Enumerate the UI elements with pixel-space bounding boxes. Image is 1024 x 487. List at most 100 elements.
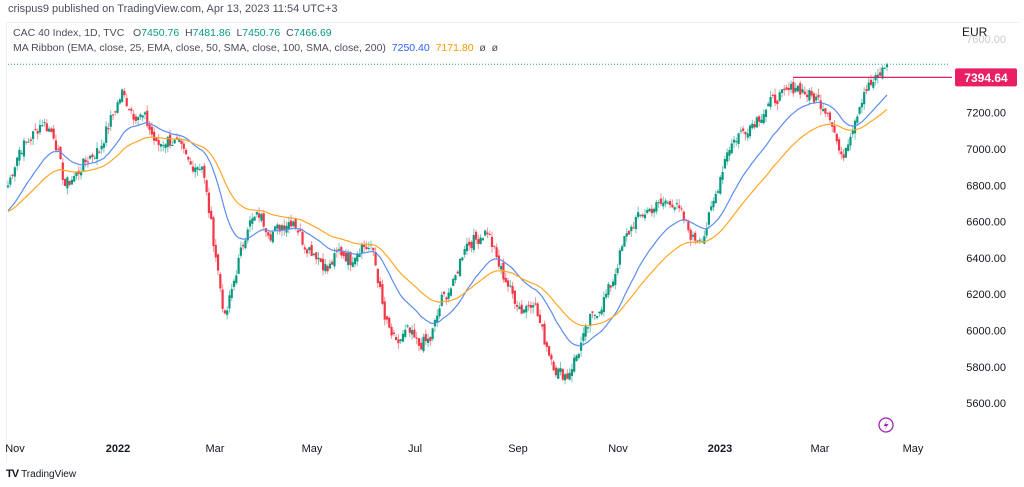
candle-body	[575, 355, 578, 361]
candle-body	[748, 125, 752, 137]
candle	[840, 146, 843, 160]
candle	[616, 263, 619, 276]
candle-body	[123, 91, 126, 96]
candle	[312, 252, 316, 257]
candle-body	[424, 334, 427, 342]
candle	[607, 282, 610, 299]
candle-body	[109, 115, 112, 127]
candle	[618, 248, 621, 270]
y-tick-label: 6000.00	[966, 326, 1006, 338]
candle-body	[100, 145, 103, 150]
lightning-icon[interactable]	[878, 417, 894, 433]
candle-body	[426, 338, 430, 343]
candle-body	[84, 159, 87, 163]
candle	[753, 120, 756, 130]
candle-body	[417, 338, 421, 346]
candle-body	[385, 316, 389, 320]
candle	[301, 228, 304, 247]
x-tick-label: Mar	[811, 443, 830, 455]
candle	[547, 345, 551, 358]
candle-body	[678, 205, 681, 209]
brand-name[interactable]: TradingView	[21, 468, 77, 480]
candle-body	[372, 247, 375, 251]
candle-body	[187, 156, 190, 160]
candle	[230, 283, 233, 302]
candle-body	[694, 232, 697, 241]
candle	[187, 155, 190, 163]
candle-body	[228, 295, 231, 309]
candle	[627, 230, 631, 235]
candle-body	[815, 96, 818, 101]
candle	[584, 323, 587, 342]
candle	[566, 369, 569, 380]
candle	[787, 82, 790, 96]
candle	[264, 227, 268, 238]
candle-body	[221, 289, 224, 309]
candle-body	[27, 141, 30, 143]
candle	[520, 299, 523, 314]
candle	[828, 110, 832, 124]
candle-body	[54, 140, 58, 151]
candle	[41, 120, 44, 127]
candle	[728, 146, 731, 161]
candle-body	[794, 87, 797, 92]
candle	[214, 238, 217, 262]
candle-body	[506, 280, 510, 287]
candle-body	[52, 128, 55, 139]
chart-panel[interactable]	[6, 22, 1019, 463]
candle-body	[9, 177, 12, 185]
candle	[111, 114, 115, 120]
candle-body	[20, 152, 23, 154]
candle	[379, 276, 382, 290]
symbol-label: CAC 40 Index, 1D, TVC	[13, 27, 125, 39]
candle-body	[308, 247, 311, 251]
candle-body	[98, 151, 101, 153]
candle-body	[198, 168, 201, 171]
candle	[57, 144, 60, 152]
candle-body	[493, 245, 496, 247]
candle-body	[851, 129, 854, 135]
candle-body	[239, 247, 242, 256]
candle-body	[194, 167, 197, 173]
candle-body	[849, 136, 852, 146]
candle	[305, 248, 309, 258]
candle	[595, 315, 599, 320]
candle	[127, 108, 131, 111]
open-value: 7450.76	[141, 27, 180, 39]
candle-body	[280, 225, 284, 230]
candle-body	[413, 329, 416, 338]
candle-body	[824, 108, 827, 114]
candle	[86, 156, 90, 168]
candle-body	[66, 177, 69, 189]
candle-body	[422, 336, 425, 352]
candle	[365, 241, 368, 251]
candle-body	[383, 301, 386, 320]
candle	[326, 264, 329, 274]
candle-body	[461, 257, 464, 261]
candle	[705, 222, 708, 239]
candle	[609, 285, 612, 292]
candle	[639, 214, 642, 218]
candle-body	[739, 130, 742, 132]
candle-body	[728, 150, 731, 156]
candle-body	[301, 231, 304, 245]
candle	[34, 123, 37, 132]
candle-body	[577, 353, 580, 358]
candle	[376, 267, 379, 288]
candle	[646, 207, 649, 215]
candle	[203, 162, 206, 184]
candle-body	[262, 213, 265, 227]
candle-body	[429, 337, 432, 341]
candle-body	[258, 213, 261, 218]
candle	[732, 135, 736, 149]
candle-body	[689, 229, 692, 240]
candle	[637, 206, 640, 220]
candle-body	[579, 342, 583, 351]
y-tick-label: 7000.00	[966, 144, 1006, 156]
candle	[557, 367, 560, 379]
candle-body	[269, 234, 272, 241]
candle	[303, 244, 306, 254]
candle	[785, 84, 788, 91]
candle	[771, 92, 774, 99]
